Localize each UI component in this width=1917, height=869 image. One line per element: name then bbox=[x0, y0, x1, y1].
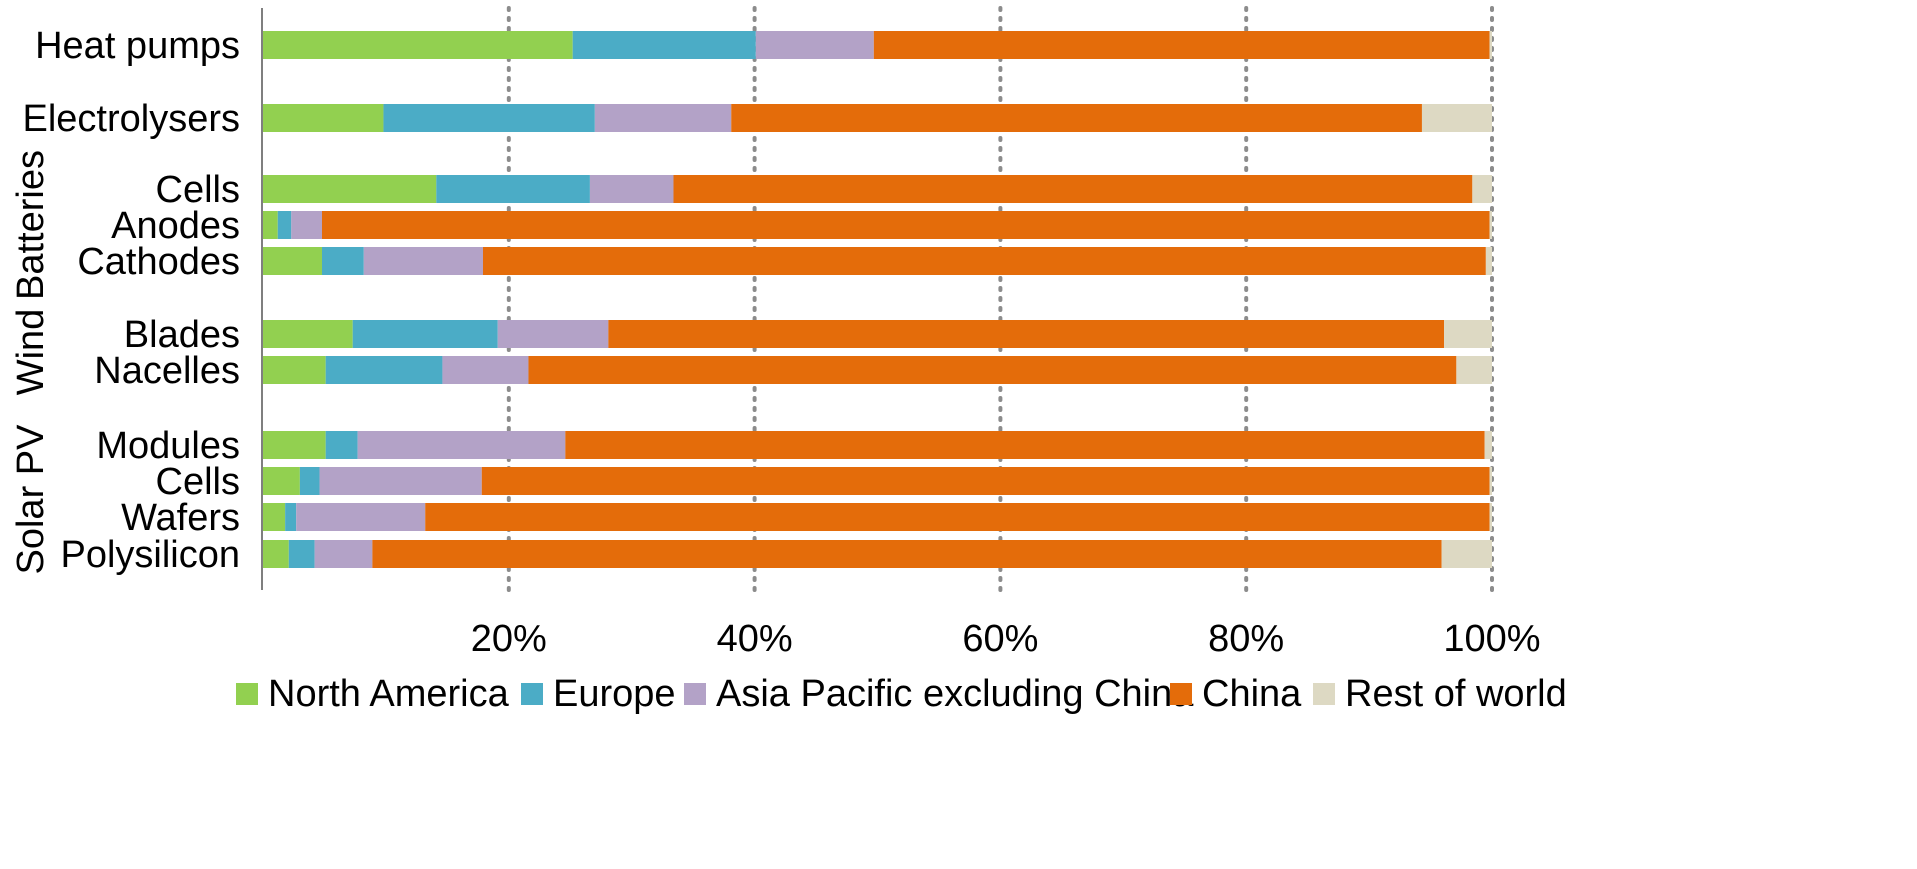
category-label-nacelles: Nacelles bbox=[94, 350, 240, 392]
category-label-blades: Blades bbox=[124, 314, 240, 356]
bar-blades-europe bbox=[352, 320, 498, 348]
category-label-cells: Cells bbox=[156, 461, 240, 503]
legend-swatch-asia-pacific-excluding-china bbox=[684, 683, 706, 705]
x-tick-labels: 20% 40% 60% 80% 100% bbox=[471, 618, 1541, 660]
bar-polysilicon-north-america bbox=[263, 540, 289, 568]
bar-cells-china bbox=[673, 175, 1473, 203]
bar-cells-north-america bbox=[263, 175, 437, 203]
bar-modules-china bbox=[565, 431, 1485, 459]
legend-label-asia-pacific-excluding-china: Asia Pacific excluding China bbox=[716, 673, 1194, 715]
legend-label-china: China bbox=[1202, 673, 1302, 715]
bar-anodes-china bbox=[321, 211, 1490, 239]
bar-heat-pumps-europe bbox=[572, 31, 756, 59]
category-label-electrolysers: Electrolysers bbox=[23, 98, 241, 140]
bar-polysilicon-europe bbox=[288, 540, 315, 568]
bar-cells-china bbox=[481, 467, 1490, 495]
bar-modules-north-america bbox=[263, 431, 326, 459]
bar-wafers-asia-pacific-excluding-china bbox=[296, 503, 426, 531]
bar-wafers-china bbox=[425, 503, 1490, 531]
bar-heat-pumps-rest-of-world bbox=[1489, 31, 1492, 59]
bar-wafers-rest-of-world bbox=[1489, 503, 1492, 531]
bar-modules-rest-of-world bbox=[1484, 431, 1492, 459]
bar-electrolysers-north-america bbox=[263, 104, 384, 132]
bar-electrolysers-europe bbox=[383, 104, 595, 132]
category-labels: Heat pumpsElectrolysersCellsAnodesCathod… bbox=[23, 25, 241, 576]
bar-wafers-europe bbox=[285, 503, 297, 531]
legend-label-north-america: North America bbox=[268, 673, 510, 715]
group-label-batteries: Batteries bbox=[10, 150, 52, 300]
bar-cathodes-north-america bbox=[263, 247, 322, 275]
x-tick-label: 100% bbox=[1443, 618, 1540, 660]
category-label-cathodes: Cathodes bbox=[77, 241, 240, 283]
bar-blades-china bbox=[608, 320, 1445, 348]
x-tick-label: 40% bbox=[717, 618, 793, 660]
bar-nacelles-china bbox=[528, 356, 1457, 384]
bar-heat-pumps-north-america bbox=[263, 31, 573, 59]
group-label-wind: Wind bbox=[10, 309, 52, 396]
legend-swatch-china bbox=[1170, 683, 1192, 705]
x-tick-label: 80% bbox=[1208, 618, 1284, 660]
bar-cells-europe bbox=[299, 467, 320, 495]
bar-cathodes-europe bbox=[321, 247, 364, 275]
category-label-anodes: Anodes bbox=[111, 205, 240, 247]
bar-cells-north-america bbox=[263, 467, 300, 495]
legend-swatch-north-america bbox=[236, 683, 258, 705]
bar-cells-asia-pacific-excluding-china bbox=[319, 467, 482, 495]
bars bbox=[263, 31, 1492, 568]
bar-modules-europe bbox=[325, 431, 358, 459]
bar-polysilicon-asia-pacific-excluding-china bbox=[314, 540, 373, 568]
bar-modules-asia-pacific-excluding-china bbox=[357, 431, 566, 459]
legend-label-rest-of-world: Rest of world bbox=[1345, 673, 1567, 715]
legend-swatch-rest-of-world bbox=[1313, 683, 1335, 705]
bar-heat-pumps-china bbox=[873, 31, 1490, 59]
x-tick-label: 60% bbox=[962, 618, 1038, 660]
bar-nacelles-rest-of-world bbox=[1456, 356, 1492, 384]
bar-blades-asia-pacific-excluding-china bbox=[497, 320, 609, 348]
bar-nacelles-asia-pacific-excluding-china bbox=[442, 356, 529, 384]
bar-polysilicon-china bbox=[372, 540, 1442, 568]
bar-nacelles-north-america bbox=[263, 356, 326, 384]
legend: North America Europe Asia Pacific excludin… bbox=[236, 673, 1567, 715]
bar-polysilicon-rest-of-world bbox=[1441, 540, 1492, 568]
bar-cathodes-rest-of-world bbox=[1485, 247, 1492, 275]
bar-anodes-north-america bbox=[263, 211, 278, 239]
category-label-cells: Cells bbox=[156, 169, 240, 211]
category-label-heat-pumps: Heat pumps bbox=[35, 25, 240, 67]
category-label-wafers: Wafers bbox=[121, 497, 240, 539]
bar-anodes-europe bbox=[277, 211, 292, 239]
bar-cells-rest-of-world bbox=[1472, 175, 1492, 203]
group-labels: Batteries Wind Solar PV bbox=[10, 150, 52, 574]
bar-electrolysers-china bbox=[731, 104, 1422, 132]
bar-electrolysers-asia-pacific-excluding-china bbox=[594, 104, 732, 132]
bar-blades-rest-of-world bbox=[1444, 320, 1492, 348]
bar-electrolysers-rest-of-world bbox=[1421, 104, 1492, 132]
x-tick-label: 20% bbox=[471, 618, 547, 660]
bar-heat-pumps-asia-pacific-excluding-china bbox=[755, 31, 874, 59]
group-label-solar-pv: Solar PV bbox=[10, 424, 52, 575]
bar-cells-europe bbox=[436, 175, 590, 203]
category-label-modules: Modules bbox=[96, 425, 240, 467]
bar-cathodes-china bbox=[482, 247, 1486, 275]
bar-wafers-north-america bbox=[263, 503, 286, 531]
bar-cathodes-asia-pacific-excluding-china bbox=[363, 247, 483, 275]
category-label-polysilicon: Polysilicon bbox=[60, 534, 240, 576]
legend-label-europe: Europe bbox=[553, 673, 676, 715]
bar-blades-north-america bbox=[263, 320, 353, 348]
gridlines bbox=[506, 6, 1494, 592]
bar-anodes-asia-pacific-excluding-china bbox=[291, 211, 322, 239]
bar-cells-rest-of-world bbox=[1489, 467, 1492, 495]
bar-nacelles-europe bbox=[325, 356, 443, 384]
bar-anodes-rest-of-world bbox=[1489, 211, 1492, 239]
legend-swatch-europe bbox=[521, 683, 543, 705]
bar-cells-asia-pacific-excluding-china bbox=[589, 175, 674, 203]
